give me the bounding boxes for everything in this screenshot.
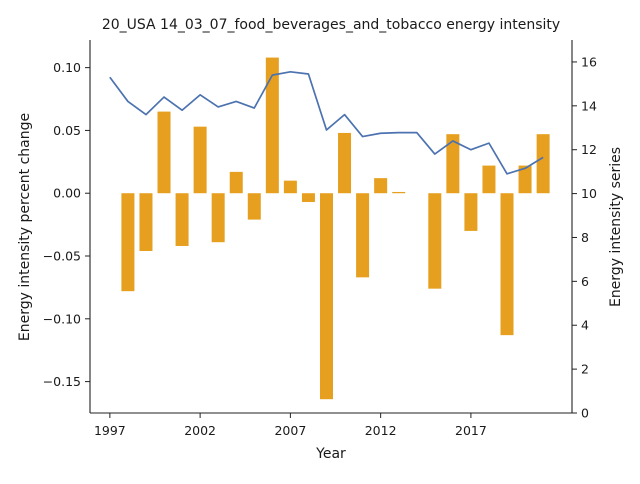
bar-1998 xyxy=(121,193,135,292)
bar-2015 xyxy=(428,193,442,289)
y-right-tick-label: 10 xyxy=(581,186,597,201)
x-tick-label: 2012 xyxy=(365,423,397,438)
bar-2016 xyxy=(446,134,460,194)
axes-layer: 1997 2002 2007 2012 20170.100.050.00−0.05−0.… xyxy=(43,40,597,438)
bar-2010 xyxy=(338,132,352,194)
bar-2007 xyxy=(283,180,297,194)
bar-2001 xyxy=(175,193,189,246)
y-right-tick-label: 12 xyxy=(581,142,597,157)
bar-2002 xyxy=(193,126,207,194)
x-tick-label: 1997 xyxy=(94,423,126,438)
y-right-tick-label: 4 xyxy=(581,318,589,333)
bar-2012 xyxy=(374,178,388,194)
y-right-tick-label: 14 xyxy=(581,98,597,113)
chart-title: 20_USA 14_03_07_food_beverages_and_tobac… xyxy=(102,17,560,33)
y-left-tick-label: −0.15 xyxy=(43,374,81,389)
bar-2011 xyxy=(356,193,370,278)
bar-2019 xyxy=(500,193,514,336)
y-left-tick-label: −0.10 xyxy=(43,311,81,326)
bars-layer xyxy=(121,57,550,400)
bar-2009 xyxy=(319,193,333,400)
series-line xyxy=(109,70,544,175)
y-left-tick-label: −0.05 xyxy=(43,249,81,264)
y-left-tick-label: 0.00 xyxy=(53,186,81,201)
y-axis-left-label: Energy intensity percent change xyxy=(17,113,33,341)
bar-2013 xyxy=(392,191,406,194)
bar-2003 xyxy=(211,193,225,243)
bar-2020 xyxy=(518,165,532,194)
bar-2018 xyxy=(482,165,496,194)
line-layer xyxy=(109,70,544,175)
x-tick-label: 2017 xyxy=(455,423,487,438)
bar-2005 xyxy=(247,193,261,220)
bar-2004 xyxy=(229,171,243,194)
y-right-tick-label: 8 xyxy=(581,230,589,245)
y-right-tick-label: 6 xyxy=(581,274,589,289)
bar-2017 xyxy=(464,193,478,231)
bar-2008 xyxy=(301,193,315,203)
bar-2006 xyxy=(265,57,279,194)
bar-2000 xyxy=(157,111,171,194)
y-left-tick-label: 0.05 xyxy=(53,123,81,138)
y-right-tick-label: 0 xyxy=(581,406,589,421)
bar-1999 xyxy=(139,193,153,251)
bar-2021 xyxy=(536,134,550,194)
x-tick-label: 2002 xyxy=(184,423,216,438)
y-right-tick-label: 2 xyxy=(581,362,589,377)
y-axis-right-label: Energy intensity series xyxy=(608,147,624,307)
x-axis-label: Year xyxy=(315,446,346,462)
y-left-tick-label: 0.10 xyxy=(53,60,81,75)
y-right-tick-label: 16 xyxy=(581,54,597,69)
x-tick-label: 2007 xyxy=(274,423,306,438)
